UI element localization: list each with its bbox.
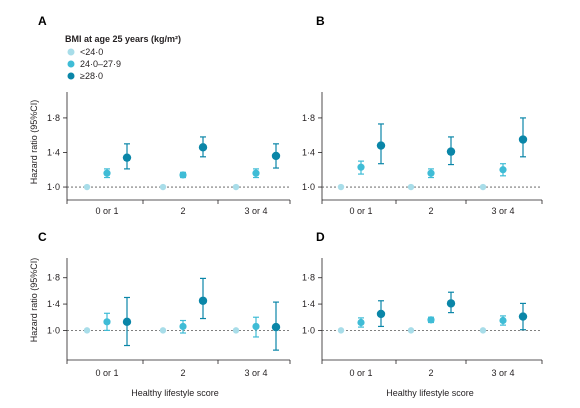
panel-c-point — [122, 317, 132, 327]
panel-b-point — [518, 135, 528, 144]
x-axis-title-right: Healthy lifestyle score — [386, 388, 474, 398]
panel-b-point — [337, 183, 345, 191]
legend-swatch-high-bmi — [67, 72, 75, 80]
y-axis-title-top: Hazard ratio (95%CI) — [29, 100, 39, 185]
panel-b-point — [446, 147, 456, 156]
panel-a-y-tick-label: 1·0 — [47, 182, 60, 192]
panel-c-point — [179, 322, 187, 331]
panel-a-x-tick-label: 3 or 4 — [244, 206, 267, 216]
panel-d-x-tick-label: 2 — [428, 368, 433, 378]
legend-swatch-low-bmi — [67, 48, 75, 56]
panel-c-point — [198, 296, 208, 305]
panel-d-point — [427, 316, 435, 324]
panel-a-point — [252, 169, 260, 177]
panel-b-x-tick-label: 3 or 4 — [491, 206, 514, 216]
panel-c-y-tick-label: 1·0 — [47, 325, 60, 335]
panel-b-point — [376, 141, 386, 150]
panel-d-point — [446, 299, 456, 308]
panel-d-y-tick-label: 1·8 — [302, 273, 315, 283]
panel-a-point — [271, 151, 281, 161]
panel-c-x-tick-label: 0 or 1 — [95, 368, 118, 378]
panel-d-point — [337, 327, 345, 334]
legend-label-mid-bmi: 24·0–27·9 — [80, 59, 121, 69]
panel-a-point — [232, 183, 240, 191]
panel-b-point — [357, 163, 365, 171]
panel-d-y-tick-label: 1·4 — [302, 299, 315, 309]
panel-a-point — [179, 171, 187, 179]
panel-c-x-tick-label: 3 or 4 — [244, 368, 267, 378]
panel-d-x-tick-label: 0 or 1 — [349, 368, 372, 378]
panel-c-point — [103, 318, 111, 326]
legend-label-low-bmi: <24·0 — [80, 47, 103, 57]
panel-c-x-tick-label: 2 — [180, 368, 185, 378]
panel-d-point — [499, 316, 507, 325]
panel-a-point — [83, 183, 91, 191]
panel-a-y-tick-label: 1·8 — [47, 113, 60, 123]
panel-letter-d: D — [316, 230, 325, 244]
panel-a-x-tick-label: 0 or 1 — [95, 206, 118, 216]
panel-c-point — [159, 327, 167, 334]
panel-c-point — [252, 322, 260, 331]
panel-a-point — [198, 143, 208, 152]
panel-b-point — [407, 183, 415, 191]
panel-a-point — [159, 183, 167, 191]
panel-b-x-tick-label: 0 or 1 — [349, 206, 372, 216]
panel-b-y-tick-label: 1·4 — [302, 147, 315, 157]
panel-d-point — [376, 309, 386, 319]
panel-c-point — [271, 322, 281, 332]
panel-b-y-tick-label: 1·0 — [302, 182, 315, 192]
panel-a-x-tick-label: 2 — [180, 206, 185, 216]
panel-b-x-tick-label: 2 — [428, 206, 433, 216]
panel-b-point — [479, 183, 487, 191]
panel-letter-b: B — [316, 14, 325, 28]
panel-c-point — [83, 327, 91, 334]
panel-a-y-tick-label: 1·4 — [47, 147, 60, 157]
panel-d-x-tick-label: 3 or 4 — [491, 368, 514, 378]
panel-c-point — [232, 327, 240, 334]
panel-b-point — [499, 166, 507, 174]
legend-swatch-mid-bmi — [67, 60, 75, 68]
panel-a-point — [103, 169, 111, 177]
panel-letter-c: C — [38, 230, 47, 244]
panel-d-y-tick-label: 1·0 — [302, 325, 315, 335]
x-axis-title-left: Healthy lifestyle score — [131, 388, 219, 398]
legend-label-high-bmi: ≥28·0 — [80, 71, 103, 81]
panel-d-point — [357, 318, 365, 327]
panel-c-y-tick-label: 1·4 — [47, 299, 60, 309]
y-axis-title-bottom: Hazard ratio (95%CI) — [29, 258, 39, 343]
legend-title: BMI at age 25 years (kg/m²) — [65, 34, 181, 44]
legend: BMI at age 25 years (kg/m²) <24·0 24·0–2… — [65, 34, 181, 81]
panel-b-point — [427, 169, 435, 177]
panel-a-point — [122, 153, 132, 162]
panel-d-point — [479, 327, 487, 334]
panel-b-y-tick-label: 1·8 — [302, 113, 315, 123]
panel-c-y-tick-label: 1·8 — [47, 273, 60, 283]
panel-d-point — [407, 327, 415, 334]
panel-letter-a: A — [38, 14, 47, 28]
panel-d-point — [518, 312, 528, 321]
